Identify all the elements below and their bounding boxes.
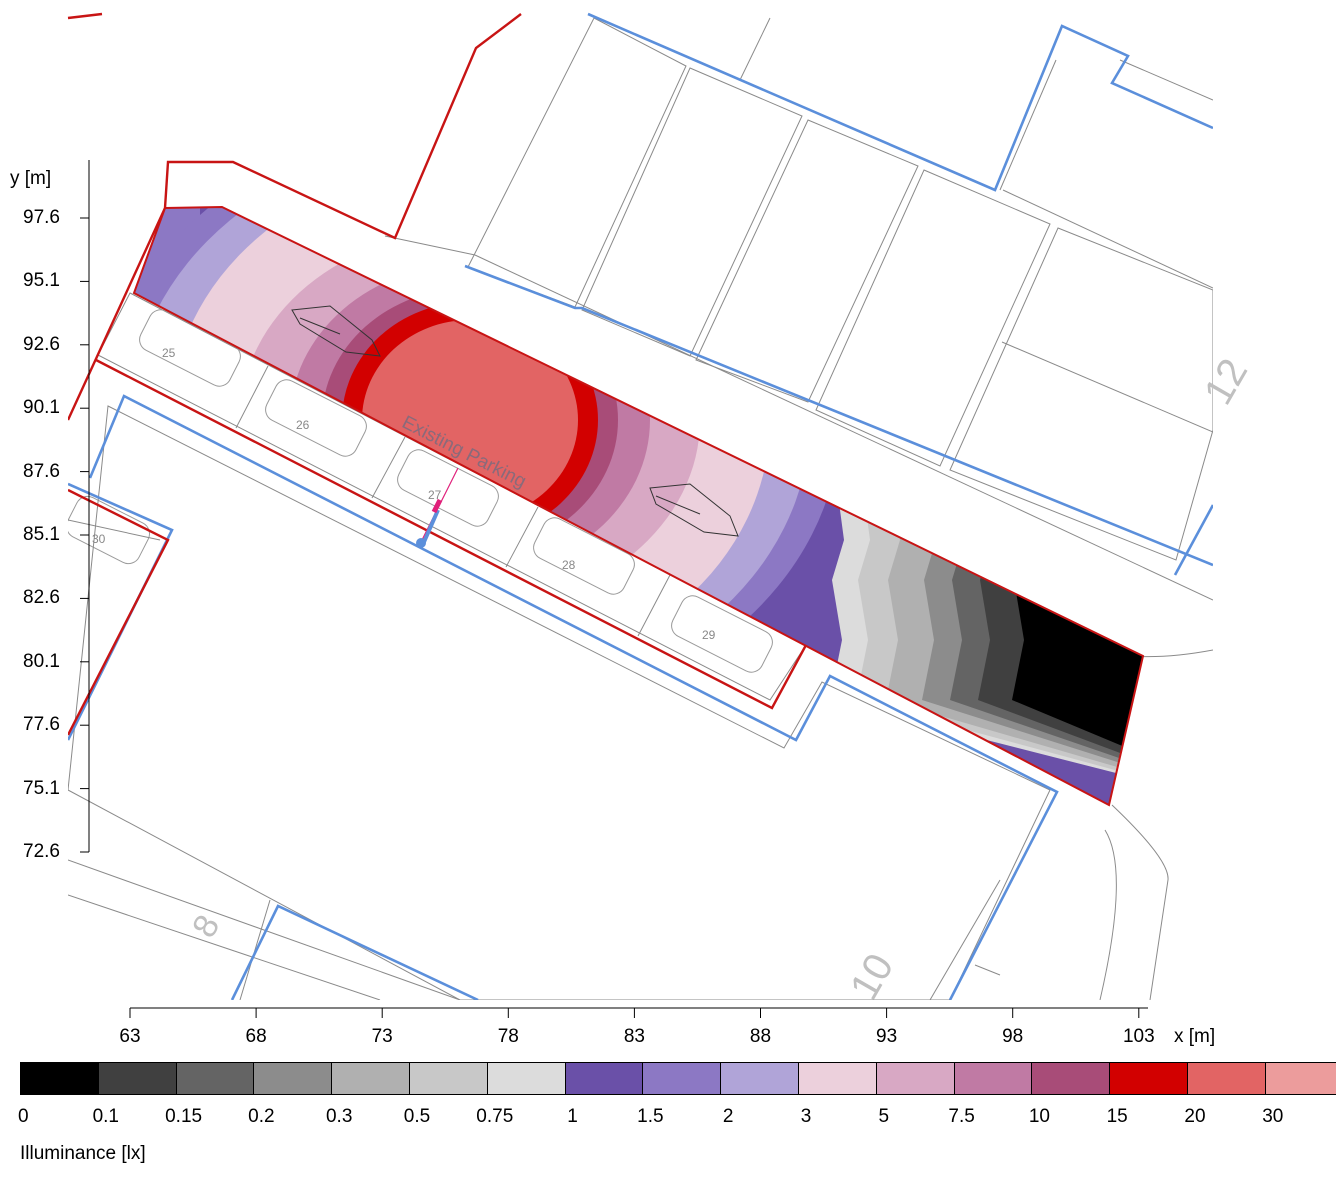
y-tick-label: 95.1 — [23, 270, 60, 292]
legend-swatch — [253, 1062, 333, 1095]
legend-swatch — [409, 1062, 488, 1095]
legend-level-label: 15 — [1106, 1106, 1128, 1127]
x-tick-label: 73 — [371, 1026, 393, 1047]
legend-swatch — [953, 1062, 1033, 1095]
legend-level-label: 3 — [800, 1106, 812, 1127]
space-number: 29 — [702, 628, 716, 642]
legend-level-label: 0.3 — [325, 1106, 353, 1127]
y-tick-label: 75.1 — [23, 777, 60, 799]
luminaire-symbols — [291, 305, 739, 537]
legend-level-label: 30 — [1262, 1106, 1284, 1127]
y-tick-label: 90.1 — [23, 397, 60, 419]
x-tick-label: 63 — [119, 1026, 141, 1047]
legend-swatch — [798, 1062, 877, 1095]
x-tick-label: 68 — [245, 1026, 267, 1047]
legend-swatch — [875, 1062, 955, 1095]
space-number: 26 — [296, 418, 310, 432]
y-axis-label: y [m] — [10, 168, 52, 189]
y-tick-label: 72.6 — [23, 841, 60, 862]
legend-swatch — [97, 1062, 177, 1095]
x-axis-label: x [m] — [1174, 1026, 1216, 1047]
x-tick-label: 78 — [497, 1026, 519, 1047]
road-edges — [384, 235, 1213, 1000]
parking-spaces — [68, 292, 807, 701]
north-buildings — [467, 17, 1213, 561]
space-number: 27 — [428, 488, 442, 502]
x-tick-label: 98 — [1002, 1026, 1024, 1047]
legend-level-label: 0 — [18, 1106, 29, 1127]
y-tick-label: 97.6 — [23, 207, 60, 228]
x-tick-label: 103 — [1122, 1026, 1155, 1047]
legend-level-label: 0.1 — [92, 1106, 119, 1127]
space-number: 30 — [92, 532, 106, 546]
y-tick-label: 77.6 — [23, 714, 60, 736]
y-tick-label: 87.6 — [23, 460, 60, 482]
calculation-area-outline — [132, 205, 1145, 807]
red-corner-mark — [67, 12, 103, 20]
car-icons — [68, 309, 773, 673]
legend-level-label: 1.5 — [637, 1106, 664, 1127]
legend-swatch — [720, 1062, 799, 1095]
x-tick-label: 93 — [876, 1026, 898, 1047]
y-tick-label: 85.1 — [23, 524, 60, 545]
y-tick-label: 82.6 — [23, 587, 60, 609]
legend-level-label: 7.5 — [948, 1106, 975, 1127]
y-tick-label: 92.6 — [23, 333, 60, 355]
space-number: 28 — [562, 558, 576, 572]
legend-level-label: 0.5 — [403, 1106, 431, 1127]
x-axis — [129, 1007, 1148, 1018]
legend-swatch — [642, 1062, 722, 1095]
legend-level-label: 0.75 — [476, 1106, 514, 1127]
legend-swatch — [1264, 1062, 1336, 1095]
legend-swatch — [1187, 1062, 1266, 1095]
x-tick-label: 88 — [749, 1026, 772, 1047]
legend-swatch — [1031, 1062, 1111, 1095]
legend-title: Illuminance [lx] — [20, 1143, 146, 1164]
x-tick-label: 83 — [623, 1026, 645, 1047]
space-number: 25 — [162, 346, 176, 360]
pole-symbol — [416, 467, 459, 548]
legend-swatch — [486, 1062, 566, 1095]
legend-level-label: 5 — [878, 1106, 890, 1127]
y-axis — [80, 160, 90, 853]
legend-level-label: 0.2 — [248, 1106, 275, 1127]
legend-level-label: 0.15 — [165, 1106, 203, 1127]
legend-level-label: 20 — [1184, 1106, 1206, 1127]
legend-level-label: 2 — [722, 1106, 734, 1127]
legend-swatch — [1109, 1062, 1188, 1095]
legend-swatch — [331, 1062, 410, 1095]
legend-swatch — [20, 1062, 99, 1095]
legend-level-label: 1 — [567, 1106, 578, 1127]
legend-level-label: 10 — [1028, 1106, 1050, 1127]
legend-swatch — [564, 1062, 644, 1095]
legend-swatch — [175, 1062, 255, 1095]
y-tick-label: 80.1 — [23, 650, 60, 672]
site-plan — [68, 17, 1213, 1000]
